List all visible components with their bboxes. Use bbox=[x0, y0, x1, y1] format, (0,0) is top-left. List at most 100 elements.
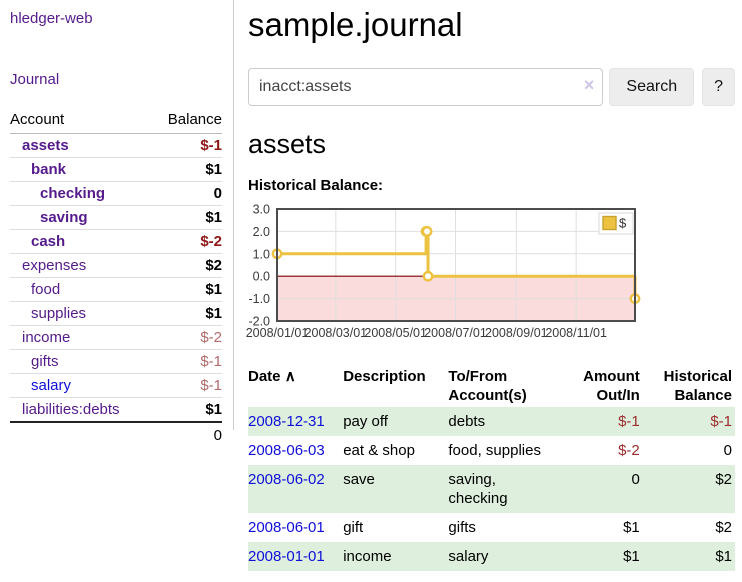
account-balance: $1 bbox=[151, 397, 222, 423]
plot-border bbox=[276, 208, 636, 322]
transaction-description: income bbox=[343, 548, 392, 565]
transaction-amount: $1 bbox=[623, 548, 640, 565]
account-link-income[interactable]: income bbox=[22, 329, 71, 346]
search-box: × bbox=[248, 68, 604, 106]
y-tick-label: 2.0 bbox=[253, 225, 270, 239]
column-header-amount[interactable]: Amount Out/In bbox=[583, 368, 640, 404]
x-tick-label: 2008/09/01 bbox=[485, 326, 548, 340]
transaction-accounts: salary bbox=[448, 548, 489, 565]
help-button[interactable]: ? bbox=[702, 68, 735, 106]
transaction-description: gift bbox=[343, 519, 364, 536]
account-row: checking 0 bbox=[10, 181, 222, 206]
transaction-description: eat & shop bbox=[343, 442, 415, 459]
account-balance: $-2 bbox=[151, 325, 222, 350]
account-link-supplies[interactable]: supplies bbox=[31, 305, 87, 322]
main-content: sample.journal × Search ? assets Histori… bbox=[246, 0, 735, 571]
sidebar-divider bbox=[233, 0, 234, 430]
transaction-balance: $2 bbox=[715, 471, 732, 488]
account-link-food[interactable]: food bbox=[31, 281, 61, 298]
account-balance: $-2 bbox=[151, 229, 222, 254]
account-row: assets $-1 bbox=[10, 133, 222, 158]
y-tick-label: 1.0 bbox=[253, 247, 270, 261]
column-header-accounts[interactable]: To/From Account(s) bbox=[448, 368, 527, 404]
clear-search-icon[interactable]: × bbox=[583, 75, 595, 95]
account-row: bank $1 bbox=[10, 157, 222, 182]
account-row: salary $-1 bbox=[10, 373, 222, 398]
transaction-amount: $-2 bbox=[618, 442, 640, 459]
accounts-header-account: Account bbox=[10, 108, 152, 134]
account-link-cash[interactable]: cash bbox=[31, 233, 66, 250]
search-input[interactable] bbox=[248, 68, 604, 106]
transaction-row: 2008-06-03 eat & shop food, supplies $-2… bbox=[248, 436, 735, 465]
account-row: supplies $1 bbox=[10, 301, 222, 326]
account-heading: assets bbox=[248, 129, 327, 159]
data-point-marker bbox=[422, 270, 434, 282]
account-balance: $1 bbox=[151, 205, 222, 230]
balance-chart-svg[interactable]: $3.0 2.0 1.0 0.0 -1.0 -2.02008/01/012008/03/0… bbox=[246, 203, 668, 353]
account-balance: $1 bbox=[151, 157, 222, 182]
transaction-date-link[interactable]: 2008-12-31 bbox=[248, 413, 325, 430]
search-form: × Search ? bbox=[248, 68, 735, 106]
transaction-amount: $-1 bbox=[618, 413, 640, 430]
transaction-balance: $1 bbox=[715, 548, 732, 565]
x-tick-label: 2008/03/01 bbox=[305, 326, 368, 340]
account-link-saving[interactable]: saving bbox=[40, 209, 88, 226]
account-row: food $1 bbox=[10, 277, 222, 302]
accounts-total-row: 0 bbox=[10, 421, 222, 447]
account-balance: $-1 bbox=[151, 349, 222, 374]
account-row: expenses $2 bbox=[10, 253, 222, 278]
x-tick-label: 2008/11/01 bbox=[545, 326, 607, 340]
column-header-date[interactable]: Date ∧ bbox=[248, 368, 296, 385]
account-link-salary[interactable]: salary bbox=[31, 377, 72, 394]
transaction-balance: $2 bbox=[715, 519, 732, 536]
account-balance: $-1 bbox=[151, 373, 222, 398]
transaction-balance: $-1 bbox=[710, 413, 732, 430]
app-title-link[interactable]: hledger-web bbox=[10, 10, 93, 27]
account-link-checking[interactable]: checking bbox=[40, 185, 106, 202]
account-balance: 0 bbox=[151, 181, 222, 206]
transaction-row: 2008-01-01 income salary $1 $1 bbox=[248, 542, 735, 571]
accounts-table-header: Account Balance bbox=[10, 108, 222, 134]
account-link-expenses[interactable]: expenses bbox=[22, 257, 87, 274]
accounts-table: Account Balance assets $-1 bank $1 check… bbox=[10, 108, 222, 447]
transaction-accounts: gifts bbox=[448, 519, 476, 536]
x-tick-label: 2008/07/01 bbox=[424, 326, 487, 340]
transaction-date-link[interactable]: 2008-06-01 bbox=[248, 519, 325, 536]
y-tick-label: -1.0 bbox=[248, 292, 270, 306]
account-row: income $-2 bbox=[10, 325, 222, 350]
transaction-accounts: food, supplies bbox=[448, 442, 541, 459]
sidebar: hledger-web Journal Account Balance asse… bbox=[0, 0, 233, 447]
transaction-accounts: debts bbox=[448, 413, 486, 430]
data-point-marker bbox=[421, 226, 433, 237]
account-row: saving $1 bbox=[10, 205, 222, 230]
column-header-description[interactable]: Description bbox=[343, 368, 426, 385]
account-link-bank[interactable]: bank bbox=[31, 161, 67, 178]
account-balance: $-1 bbox=[151, 133, 222, 158]
sidebar-item-journal[interactable]: Journal bbox=[10, 71, 60, 88]
transaction-date-link[interactable]: 2008-06-03 bbox=[248, 442, 325, 459]
legend-label: $ bbox=[619, 216, 627, 231]
column-header-balance[interactable]: Historical Balance bbox=[663, 368, 732, 404]
accounts-total-value: 0 bbox=[151, 421, 222, 447]
account-link-gifts[interactable]: gifts bbox=[31, 353, 59, 370]
page-title: sample.journal bbox=[248, 6, 463, 43]
account-balance: $1 bbox=[151, 277, 222, 302]
transaction-date-link[interactable]: 2008-01-01 bbox=[248, 548, 325, 565]
accounts-header-balance: Balance bbox=[151, 108, 222, 134]
transaction-balance: 0 bbox=[723, 442, 732, 459]
search-button[interactable]: Search bbox=[609, 68, 695, 106]
register-header-row: Date ∧ Description To/From Account(s) Am… bbox=[248, 365, 735, 407]
account-balance: $2 bbox=[151, 253, 222, 278]
account-balance: $1 bbox=[151, 301, 222, 326]
y-tick-label: 3.0 bbox=[253, 203, 270, 217]
sort-asc-icon: ∧ bbox=[284, 368, 296, 385]
transaction-amount: 0 bbox=[631, 471, 640, 488]
transaction-description: pay off bbox=[343, 413, 388, 430]
register-table: Date ∧ Description To/From Account(s) Am… bbox=[248, 365, 735, 571]
historical-balance-chart[interactable]: $3.0 2.0 1.0 0.0 -1.0 -2.0 2008/01/01 2008/03/0… bbox=[246, 203, 668, 353]
transaction-row: 2008-06-02 save saving, checking 0 $2 bbox=[248, 465, 735, 513]
transaction-date-link[interactable]: 2008-06-02 bbox=[248, 471, 325, 488]
x-tick-label: 2008/05/01 bbox=[364, 326, 427, 340]
account-link-assets[interactable]: assets bbox=[22, 137, 69, 154]
account-link-liabilities-debts[interactable]: liabilities:debts bbox=[22, 401, 120, 418]
